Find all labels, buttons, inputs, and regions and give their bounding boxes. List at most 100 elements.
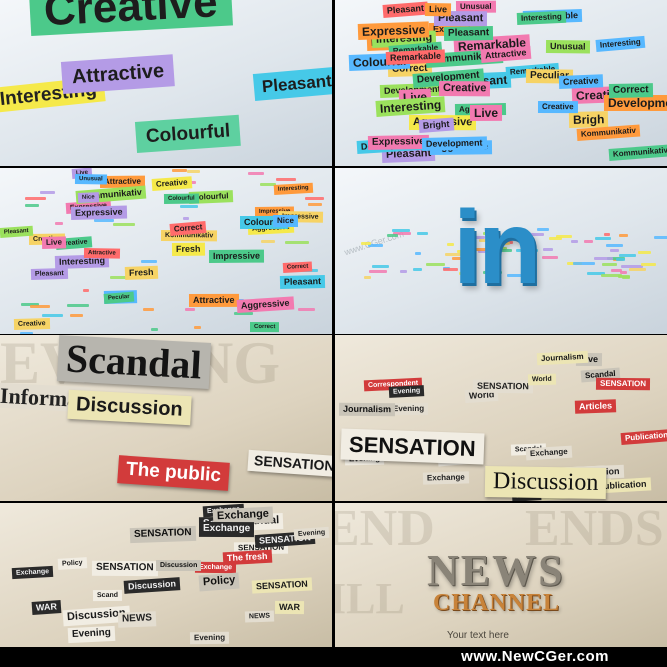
motion-streak (363, 275, 372, 279)
site-url[interactable]: www.NewCGer.com (461, 648, 609, 665)
motion-streak (260, 240, 276, 244)
clipping: Discussion (123, 577, 181, 595)
word-tag: Pleasant (382, 1, 429, 18)
motion-streak (506, 274, 526, 278)
motion-streak (495, 240, 514, 244)
word-tag: Impressive (208, 249, 265, 263)
motion-streak (275, 177, 297, 181)
motion-streak (640, 262, 656, 266)
linkedin-in-logo: in (453, 190, 541, 306)
clipping: Policy (57, 557, 87, 571)
motion-streak (285, 240, 309, 244)
motion-streak (452, 256, 461, 260)
motion-streak (510, 228, 525, 232)
clipping: Exchange (198, 521, 255, 537)
word-tag: Attractive (480, 45, 531, 63)
clipping: SENSATION (251, 577, 313, 595)
motion-streak (618, 234, 628, 238)
motion-streak (556, 234, 572, 238)
motion-streak (606, 243, 623, 247)
motion-streak (30, 305, 50, 309)
clipping: Evening (388, 385, 425, 399)
motion-streak (653, 235, 667, 239)
motion-streak (41, 314, 64, 318)
word-tag: Nice (77, 192, 99, 203)
frame-5-newspaper-clippings: EVENING Scandal Informat Discussion The … (0, 335, 332, 501)
motion-streak (536, 228, 549, 232)
motion-streak (474, 248, 491, 252)
motion-streak (511, 234, 519, 238)
motion-streak (637, 250, 652, 254)
motion-streak (477, 249, 495, 253)
frame-8-news-channel-title: END ENDS ILL NEWS CHANNEL Your text here (335, 503, 667, 647)
motion-streak (425, 263, 446, 267)
motion-streak (248, 171, 265, 175)
word-tag: Creative (558, 74, 603, 89)
clipping: Exchange (11, 565, 54, 580)
word-tag: Interesting (273, 182, 313, 195)
motion-streak (444, 252, 461, 256)
motion-streak (387, 233, 399, 237)
word-tag: Live (469, 104, 503, 121)
motion-streak (570, 240, 579, 244)
motion-streak (628, 267, 647, 271)
motion-streak (499, 246, 507, 250)
motion-streak (24, 203, 40, 207)
clipping: Journalism (536, 350, 588, 366)
motion-streak (40, 191, 55, 195)
frame-1-creative-words: Creative Interesting Attractive Pleasant… (0, 0, 332, 166)
word-tag: Correct (249, 322, 280, 333)
motion-streak (600, 274, 622, 278)
clipping: Evening (293, 526, 330, 541)
word-tag: Expressive (70, 205, 127, 220)
motion-streak (259, 183, 276, 187)
word-tag-pleasant: Pleasant (252, 66, 332, 101)
background-headline: ENDS (525, 503, 664, 557)
word-tag: Bright (418, 117, 454, 133)
word-tag: Interesting (375, 96, 446, 117)
motion-streak (54, 221, 63, 225)
motion-streak (609, 249, 619, 253)
clipping: Publication (620, 428, 667, 446)
clipping-scandal: Scandal (56, 335, 211, 389)
motion-streak (392, 231, 412, 235)
motion-streak (298, 307, 315, 311)
motion-streak (526, 233, 545, 237)
motion-streak (620, 270, 628, 274)
motion-streak (492, 251, 501, 255)
word-tag-colourful: Colourful (134, 114, 242, 153)
word-tag: Unusual (74, 174, 107, 185)
motion-streak (94, 218, 115, 222)
motion-streak (412, 267, 423, 271)
word-tag: Creative (13, 318, 50, 330)
clipping: NEWS (244, 610, 275, 623)
motion-streak (583, 240, 594, 243)
clipping: Exchange (422, 471, 469, 485)
motion-streak (371, 265, 389, 269)
motion-streak (110, 276, 135, 280)
motion-streak (443, 267, 458, 271)
motion-streak (368, 270, 387, 274)
clipping: WAR (31, 600, 62, 616)
word-tag: Live (424, 3, 452, 17)
word-tag: Nice (272, 214, 298, 227)
motion-streak (368, 243, 383, 247)
word-tag: Interesting (595, 35, 646, 52)
frame-4-linkedin-logo: www.CGer.com in (335, 168, 667, 334)
motion-streak (601, 263, 618, 267)
clipping: Scand (92, 589, 123, 602)
word-tag: Pleasant (279, 274, 326, 289)
word-tag: Fresh (124, 265, 158, 280)
word-tag: Aggressive (236, 296, 294, 313)
motion-streak (416, 232, 429, 236)
motion-streak (20, 332, 33, 334)
motion-streak (391, 229, 410, 233)
motion-streak (447, 242, 454, 246)
word-tag: Colourful (163, 193, 199, 204)
motion-streak (172, 168, 187, 172)
news-title: NEWS (427, 546, 565, 595)
motion-streak (549, 237, 562, 241)
clipping: Journalism (338, 402, 396, 417)
motion-streak (594, 237, 611, 241)
motion-streak (66, 303, 90, 307)
